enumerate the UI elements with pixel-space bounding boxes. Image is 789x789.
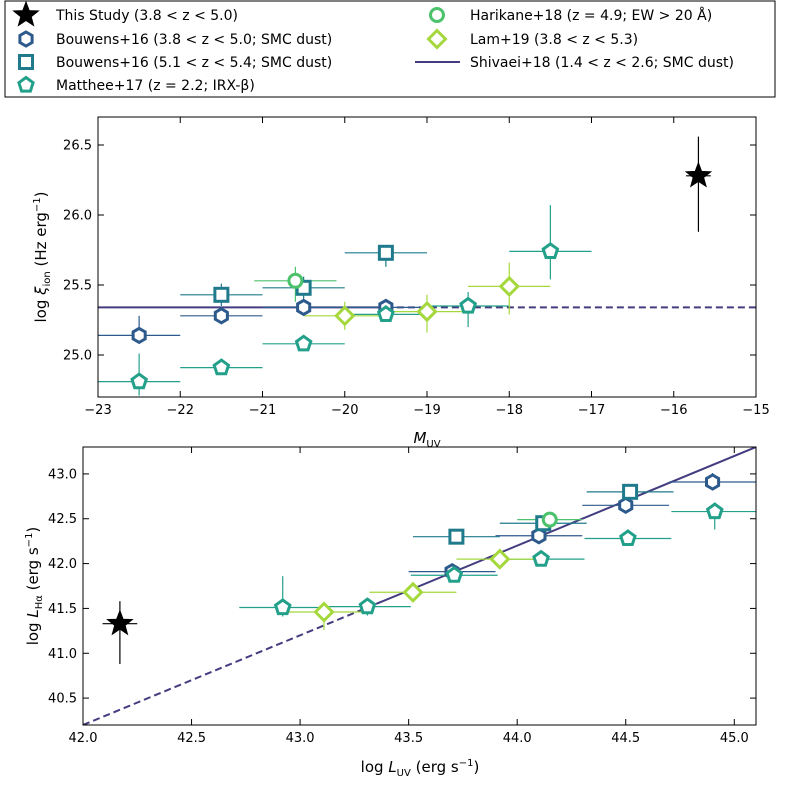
bottom-point-diamond [313,601,335,623]
legend: This Study (3.8 < z < 5.0) Bouwens+16 (3… [4,0,776,98]
bottom-xtick-label: 42.0 [69,731,98,746]
top-xtick-label: −23 [84,403,111,418]
top-point-square [377,244,394,261]
bottom-xtick-label: 44.0 [503,731,532,746]
top-point-diamond [498,275,520,298]
bottom-ytick-label: 42.5 [48,512,77,527]
legend-marker-diamond [426,28,448,50]
bottom-xtick-label: 43.0 [286,731,315,746]
top-axes-frame [97,116,757,398]
bottom-shivaei-solid-line [375,447,756,605]
bottom-point-pentagon [358,597,377,615]
top-point-star [684,161,713,188]
bottom-ylabel: log LHα (erg s−1) [24,527,45,646]
bottom-point-square [448,528,465,545]
bottom-axes-frame [82,446,757,726]
top-xtick-label: −22 [167,403,194,418]
top-point-diamond [334,305,356,327]
top-point-pentagon [376,305,395,322]
legend-frame [4,0,776,98]
top-xtick-label: −17 [578,403,605,418]
top-ytick-label: 26.5 [63,139,92,154]
top-point-pentagon [212,358,231,376]
top-ytick-label: 26.0 [63,209,92,224]
legend-marker-hexagon [18,30,34,48]
top-xtick-label: −21 [249,403,276,418]
legend-this-study: This Study (3.8 < z < 5.0) [55,8,238,24]
legend-shivaei: Shivaei+18 (1.4 < z < 2.6; SMC dust) [470,55,734,71]
bottom-point-pentagon [705,502,724,520]
top-point-hexagon [213,307,229,325]
legend-harikane: Harikane+18 (z = 4.9; EW > 20 Å) [470,7,712,24]
top-point-pentagon [130,372,149,390]
bottom-ytick-label: 41.0 [48,647,77,662]
top-point-hexagon [296,298,312,317]
bottom-ytick-label: 40.5 [48,692,77,707]
top-point-pentagon [294,334,313,352]
bottom-point-pentagon [532,549,550,567]
bottom-point-circle [541,511,558,528]
bottom-point-hexagon [618,496,634,515]
top-xtick-label: −15 [742,403,769,418]
bottom-point-hexagon [531,527,547,545]
top-point-diamond [416,300,438,323]
legend-marker-circle [429,7,445,23]
top-ylabel: log ξion (Hz erg−1) [32,191,53,322]
bottom-point-diamond [489,548,511,570]
bottom-ytick-label: 42.0 [48,557,77,572]
bottom-xtick-label: 42.5 [177,731,206,746]
bottom-point-star [106,609,134,636]
legend-lam: Lam+19 (3.8 < z < 5.3) [470,32,638,48]
top-xtick-label: −18 [496,403,523,418]
bottom-point-hexagon [705,473,721,491]
legend-matthee: Matthee+17 (z = 2.2; IRX-β) [56,78,255,94]
bottom-ytick-label: 41.5 [48,602,77,617]
bottom-point-square [622,483,639,500]
legend-marker-star [12,0,40,27]
top-ytick-label: 25.0 [63,349,92,364]
top-xtick-label: −19 [413,403,440,418]
bottom-ytick-label: 43.0 [48,467,77,482]
top-ytick-label: 25.5 [63,279,92,294]
top-xtick-label: −16 [660,403,687,418]
legend-marker-square [18,54,34,70]
top-panel: −23 −22 −21 −20 −19 −18 −17 −16 −15 25.0 25.5 26.0 2… [32,116,770,450]
bottom-xtick-label: 45.0 [720,731,749,746]
top-point-circle [287,272,304,289]
top-point-square [213,286,230,303]
bottom-point-pentagon [273,598,292,616]
bottom-point-pentagon [619,529,637,546]
bottom-point-pentagon [445,565,464,583]
bottom-xlabel: log LUV (erg s−1) [361,758,480,779]
bottom-xtick-label: 43.5 [394,731,423,746]
bottom-point-diamond [402,581,424,603]
top-point-hexagon [131,326,147,345]
legend-bouwens-lo: Bouwens+16 (3.8 < z < 5.0; SMC dust) [56,32,332,48]
top-xtick-label: −20 [331,403,358,418]
legend-bouwens-hi: Bouwens+16 (5.1 < z < 5.4; SMC dust) [56,55,332,71]
top-point-pentagon [459,296,478,314]
top-point-pentagon [541,242,560,259]
bottom-shivaei-dashed-line [83,603,377,725]
legend-marker-pentagon [17,75,35,93]
bottom-xtick-label: 44.5 [611,731,640,746]
bottom-panel: 42.0 42.5 43.0 43.5 44.0 44.5 45.0 40.5 41.0 41.5… [24,446,757,779]
